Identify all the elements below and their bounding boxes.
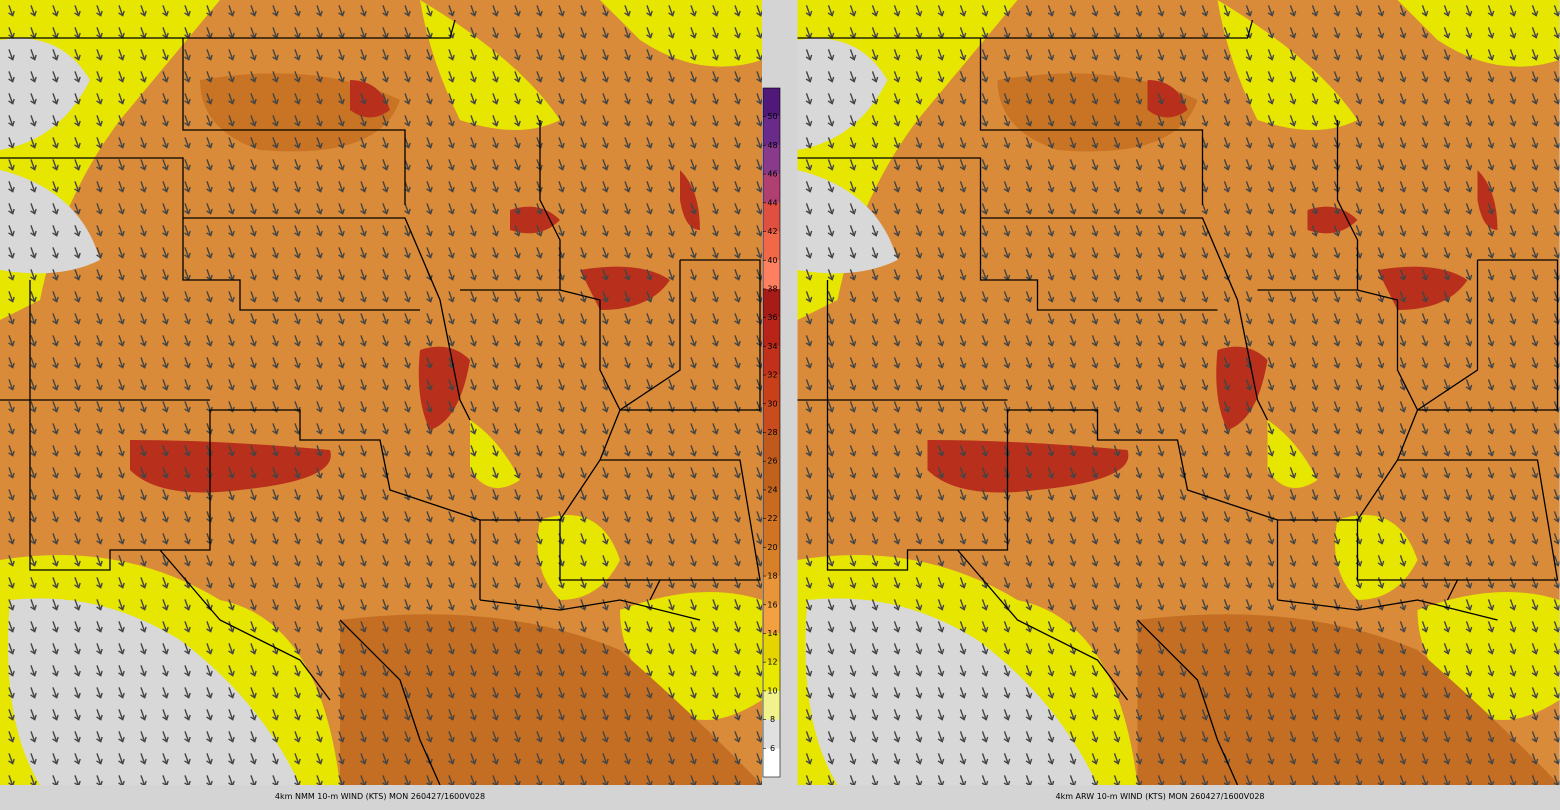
panel-caption: 4km ARW 10-m WIND (KTS) MON 260427/1600V… [1055,792,1264,801]
colorbar-bin [763,719,780,749]
colorbar: 6 8 10 12 14 16 18 20 22 24 26 28 30 32 34 36 38 40 42 44 46… [762,87,781,778]
colorbar-label: 12 [767,658,777,667]
colorbar-label: 16 [767,600,777,609]
wind-map-arw [797,0,1560,785]
colorbar-label: 18 [767,572,777,581]
panel-caption: 4km NMM 10-m WIND (KTS) MON 260427/1600V… [275,792,485,801]
colorbar-bin [763,690,780,720]
colorbar-bin [763,145,780,175]
colorbar-label: 24 [767,485,777,494]
colorbar-label: 46 [767,170,777,179]
colorbar-bin [763,489,780,519]
colorbar-bin [763,174,780,203]
colorbar-label: 42 [767,227,777,236]
colorbar-bin [763,432,780,462]
colorbar-bin [763,231,780,261]
colorbar-label: 48 [767,141,777,150]
colorbar-label: 20 [767,543,777,552]
colorbar-label: 50 [767,112,777,121]
colorbar-bin [763,518,780,548]
colorbar-label: 44 [767,198,777,207]
colorbar-bin [763,260,780,289]
colorbar-label: 38 [767,284,777,293]
colorbar-label: 8 [770,715,775,724]
colorbar-label: 22 [767,514,777,523]
colorbar-bin [763,633,780,663]
colorbar-label: 6 [770,744,775,753]
colorbar-bin [763,461,780,490]
colorbar-bin [763,604,780,634]
colorbar-bin [763,375,780,404]
colorbar-label: 30 [767,399,777,408]
colorbar-bin [763,403,780,433]
colorbar-label: 14 [767,629,777,638]
colorbar-bin [763,317,780,347]
colorbar-bin [763,88,780,117]
colorbar-bin [763,202,780,232]
colorbar-label: 36 [767,313,777,322]
colorbar-bin [763,547,780,577]
colorbar-bin [763,662,780,691]
colorbar-bin [763,346,780,376]
colorbar-label: 26 [767,457,777,466]
colorbar-bin [763,576,780,605]
colorbar-bin [763,748,780,777]
wind-map-nmm [0,0,762,785]
colorbar-label: 40 [767,256,777,265]
colorbar-label: 32 [767,371,777,380]
colorbar-bin [763,288,780,318]
colorbar-label: 28 [767,428,777,437]
colorbar-bin [763,116,780,146]
colorbar-label: 34 [767,342,777,351]
colorbar-label: 10 [767,686,777,695]
